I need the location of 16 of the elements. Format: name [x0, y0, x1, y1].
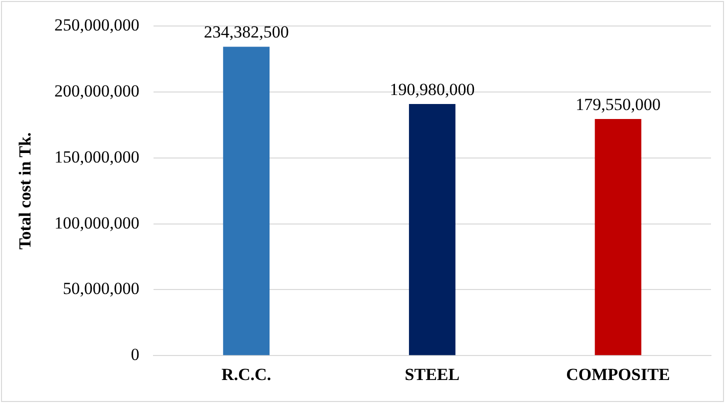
x-tick-label: COMPOSITE	[566, 365, 670, 384]
y-tick-label: 0	[130, 345, 140, 364]
data-label: 234,382,500	[204, 22, 289, 42]
x-tick-label: R.C.C.	[222, 365, 272, 384]
y-tick-label: 150,000,000	[54, 147, 140, 166]
data-label: 190,980,000	[390, 80, 475, 99]
bar	[408, 104, 456, 356]
y-axis-title: Total cost in Tk.	[16, 132, 35, 250]
bar	[594, 119, 642, 356]
x-tick-label: STEEL	[404, 365, 460, 384]
y-tick-label: 200,000,000	[54, 82, 140, 101]
y-tick-label: 50,000,000	[62, 279, 140, 298]
y-tick-label: 100,000,000	[54, 213, 140, 232]
data-label: 179,550,000	[576, 94, 661, 114]
y-tick-label: 250,000,000	[54, 16, 140, 35]
bar	[223, 46, 270, 356]
